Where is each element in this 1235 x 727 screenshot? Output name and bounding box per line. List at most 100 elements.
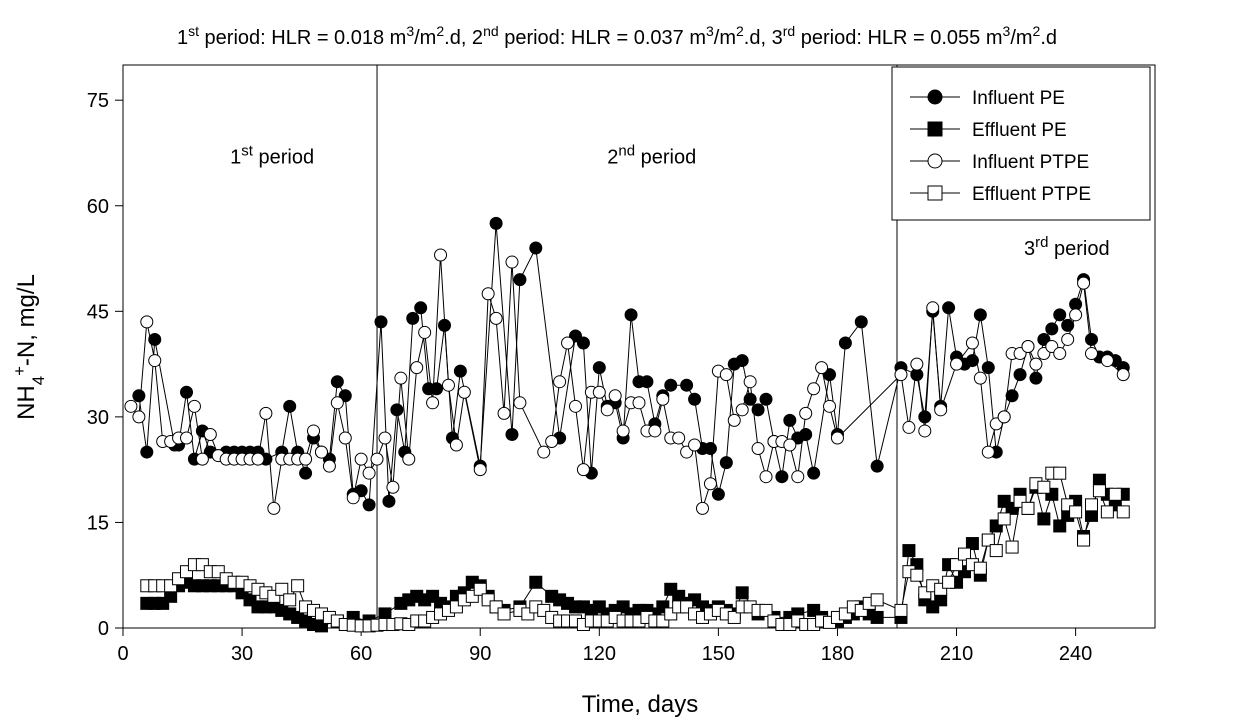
text-segment: 2 bbox=[736, 23, 744, 39]
data-point bbox=[616, 424, 630, 438]
legend-label: Effluent PTPE bbox=[972, 184, 1091, 205]
data-point bbox=[275, 582, 289, 596]
data-point bbox=[981, 533, 995, 547]
data-point bbox=[418, 325, 432, 339]
data-point bbox=[870, 610, 884, 624]
data-point bbox=[703, 477, 717, 491]
data-point bbox=[791, 470, 805, 484]
data-point bbox=[330, 375, 344, 389]
text-segment: nd bbox=[483, 23, 499, 39]
data-point bbox=[965, 537, 979, 551]
period-label-part: 3 bbox=[1024, 238, 1035, 260]
data-point bbox=[374, 315, 388, 329]
period-label-part: period bbox=[1048, 238, 1109, 260]
text-segment: /m bbox=[1010, 27, 1032, 49]
data-point bbox=[759, 392, 773, 406]
data-point bbox=[497, 406, 511, 420]
data-point bbox=[870, 459, 884, 473]
data-point bbox=[283, 399, 297, 413]
data-point bbox=[426, 396, 440, 410]
data-point bbox=[965, 336, 979, 350]
y-tick-label: 30 bbox=[87, 407, 109, 429]
data-point bbox=[529, 575, 543, 589]
text-segment: .d, 2 bbox=[444, 27, 483, 49]
data-point bbox=[1021, 340, 1035, 353]
data-point bbox=[830, 431, 844, 445]
data-point bbox=[799, 406, 813, 420]
data-point bbox=[148, 354, 162, 368]
data-point bbox=[195, 452, 209, 466]
data-point bbox=[815, 361, 829, 375]
data-point bbox=[513, 273, 527, 287]
data-point bbox=[743, 392, 757, 406]
data-point bbox=[719, 368, 733, 382]
data-point bbox=[1053, 347, 1067, 361]
data-point bbox=[942, 301, 956, 315]
data-point bbox=[926, 301, 940, 315]
text-segment: .d, 3 bbox=[744, 27, 783, 49]
data-point bbox=[592, 361, 606, 375]
text-segment: 3 bbox=[1003, 23, 1011, 39]
text-segment: period: HLR = 0.037 m bbox=[499, 27, 706, 49]
data-point bbox=[386, 480, 400, 494]
data-point bbox=[473, 463, 487, 477]
period-label: 3rd period bbox=[1024, 234, 1110, 261]
data-point bbox=[330, 396, 344, 410]
text-segment: st bbox=[188, 23, 199, 39]
data-point bbox=[513, 396, 527, 410]
data-point bbox=[735, 354, 749, 368]
data-point bbox=[180, 385, 194, 399]
data-point bbox=[1037, 512, 1051, 526]
data-point bbox=[1037, 480, 1051, 494]
data-point bbox=[838, 336, 852, 350]
x-tick-label: 150 bbox=[702, 643, 735, 665]
data-point bbox=[378, 431, 392, 445]
data-point bbox=[1116, 368, 1130, 382]
x-tick-label: 0 bbox=[117, 643, 128, 665]
data-point bbox=[314, 445, 328, 459]
data-point bbox=[894, 368, 908, 382]
data-point bbox=[394, 371, 408, 385]
data-point bbox=[382, 494, 396, 508]
x-tick-label: 180 bbox=[821, 643, 854, 665]
y-tick-label: 60 bbox=[87, 196, 109, 218]
period-label-part: 2 bbox=[607, 147, 618, 169]
data-point bbox=[402, 452, 416, 466]
data-point bbox=[624, 308, 638, 322]
x-tick-label: 30 bbox=[231, 643, 253, 665]
text-segment: rd bbox=[783, 23, 795, 39]
chart-title: 1st period: HLR = 0.018 m3/m2.d, 2nd per… bbox=[177, 23, 1057, 49]
data-point bbox=[608, 389, 622, 403]
data-point bbox=[1029, 357, 1043, 371]
data-point bbox=[561, 336, 575, 350]
data-point bbox=[430, 382, 444, 396]
data-point bbox=[1069, 505, 1083, 519]
data-point bbox=[414, 301, 428, 315]
text-segment: NH bbox=[13, 385, 40, 420]
data-point bbox=[1100, 354, 1114, 368]
text-segment: 3 bbox=[706, 23, 714, 39]
data-point bbox=[489, 216, 503, 230]
data-point bbox=[775, 470, 789, 484]
data-point bbox=[291, 579, 305, 593]
data-point bbox=[307, 424, 321, 438]
data-point bbox=[973, 308, 987, 322]
y-axis-label: NH4+-N, mg/L bbox=[10, 274, 48, 420]
data-point bbox=[489, 311, 503, 325]
data-point bbox=[441, 378, 455, 392]
data-point bbox=[719, 456, 733, 470]
data-point bbox=[973, 371, 987, 385]
period-label-part: 1 bbox=[230, 147, 241, 169]
text-segment: period: HLR = 0.055 m bbox=[795, 27, 1002, 49]
data-point bbox=[632, 396, 646, 410]
period-label-part: nd bbox=[618, 142, 635, 159]
data-point bbox=[950, 357, 964, 371]
data-point bbox=[1092, 484, 1106, 498]
data-point bbox=[735, 586, 749, 600]
y-axis: 0 15 30 45 60 75 bbox=[87, 90, 123, 640]
data-point bbox=[553, 375, 567, 389]
data-point bbox=[1005, 389, 1019, 403]
data-point bbox=[1077, 276, 1091, 290]
